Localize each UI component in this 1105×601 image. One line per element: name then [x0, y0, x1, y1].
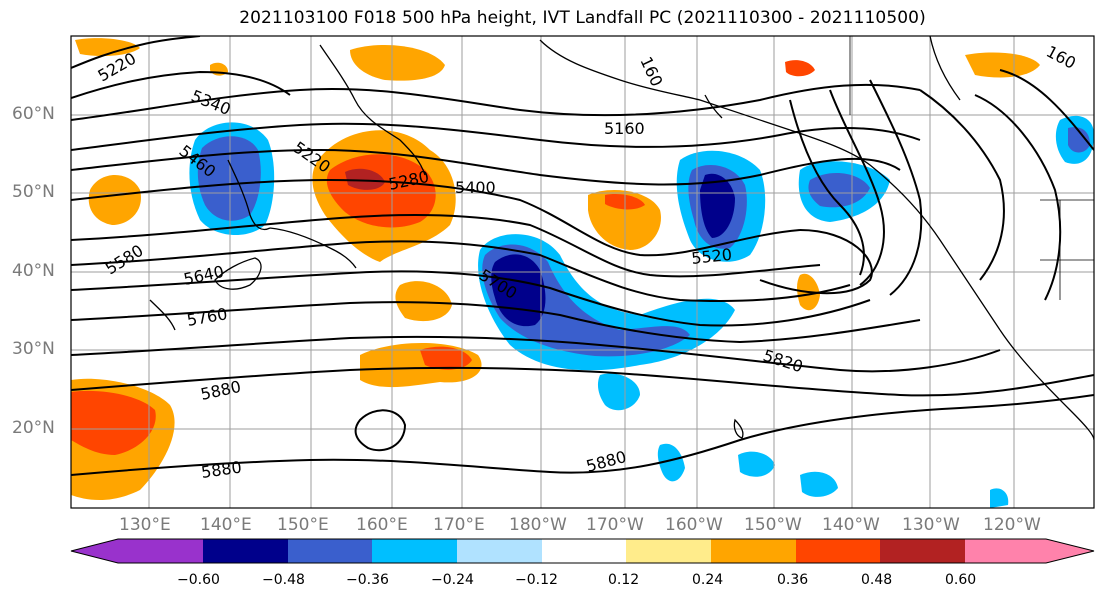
- shading-blob: [345, 168, 385, 190]
- colorbar-outline: [70, 538, 1095, 564]
- shading-blob: [965, 52, 1040, 78]
- shading-blob: [420, 346, 472, 370]
- colorbar-swatch: [626, 539, 711, 563]
- shading-blob: [808, 173, 870, 208]
- colorbar-tick: −0.12: [515, 572, 558, 588]
- colorbar-swatch: [711, 539, 796, 563]
- colorbar-swatch: [118, 539, 203, 563]
- contour-label: 5400: [455, 178, 496, 197]
- contour-label: 5520: [690, 245, 732, 268]
- colorbar-swatch: [457, 539, 542, 563]
- shading-blob: [395, 281, 452, 322]
- colorbar-tick: 0.48: [861, 572, 893, 588]
- lat-tick: 30°N: [12, 339, 55, 359]
- colorbar-tick: 0.24: [692, 572, 724, 588]
- shading-blob: [700, 173, 735, 238]
- shading-blob: [88, 175, 141, 225]
- lon-tick: 120°W: [983, 515, 1041, 535]
- colorbar-swatch: [372, 539, 457, 563]
- shading-blob: [597, 373, 640, 411]
- figure-title: 2021103100 F018 500 hPa height, IVT Land…: [239, 8, 926, 28]
- shading-blob: [990, 488, 1009, 508]
- lat-tick: 40°N: [12, 261, 55, 281]
- contour-label: 5160: [604, 119, 645, 138]
- colorbar-swatch: [288, 539, 372, 563]
- shading-blob: [75, 38, 140, 56]
- colorbar-tick: −0.48: [262, 572, 305, 588]
- colorbar-tick: −0.60: [177, 572, 220, 588]
- shading-blob: [738, 451, 775, 477]
- colorbar-extend-left: [71, 539, 118, 563]
- lon-tick: 160°W: [665, 515, 723, 535]
- lon-tick: 130°W: [902, 515, 960, 535]
- height-contours: [71, 36, 1094, 476]
- shading-blob: [1068, 127, 1090, 153]
- lat-tick: 20°N: [12, 418, 55, 438]
- lon-tick: 150°W: [744, 515, 802, 535]
- lat-tick: 60°N: [12, 104, 55, 124]
- lon-tick: 140°E: [200, 515, 252, 535]
- lon-tick: 130°E: [119, 515, 171, 535]
- lon-tick: 160°E: [356, 515, 408, 535]
- lon-tick: 170°W: [586, 515, 644, 535]
- colorbar-swatch: [796, 539, 880, 563]
- colorbar-swatch: [880, 539, 965, 563]
- lon-tick: 170°E: [433, 515, 485, 535]
- lon-tick: 140°W: [822, 515, 880, 535]
- colorbar-tick: −0.36: [346, 572, 389, 588]
- coastlines: [149, 36, 1094, 441]
- shading-blob: [350, 45, 445, 81]
- colorbar-swatch: [203, 539, 288, 563]
- colorbar-tick: 0.12: [608, 572, 640, 588]
- lon-tick: 180°W: [509, 515, 567, 535]
- colorbar: [70, 538, 1095, 564]
- colorbar-swatch: [965, 539, 1046, 563]
- colorbar-tick: 0.36: [777, 572, 809, 588]
- lat-tick: 50°N: [12, 182, 55, 202]
- colorbar-tick: 0.60: [945, 572, 977, 588]
- lon-tick: 150°E: [277, 515, 329, 535]
- map-frame: [70, 35, 1095, 509]
- shading-blob: [71, 390, 156, 455]
- shading-blob: [657, 443, 685, 482]
- shading-blob: [800, 471, 838, 497]
- colorbar-swatch: [542, 539, 626, 563]
- colorbar-extend-right: [1046, 539, 1094, 563]
- shading-blob: [785, 60, 815, 77]
- colorbar-tick: −0.24: [431, 572, 474, 588]
